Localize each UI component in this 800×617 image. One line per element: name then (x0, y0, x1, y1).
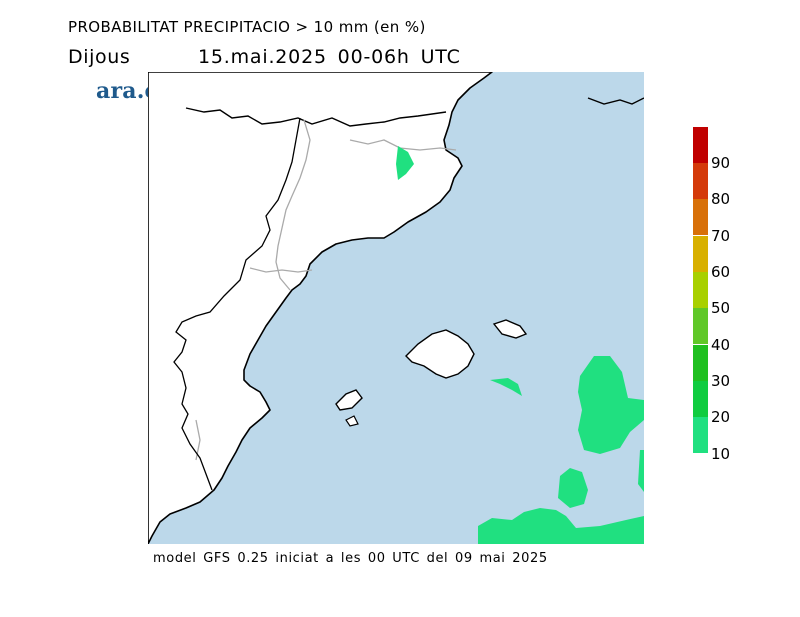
scale-label-80: 80 (711, 190, 731, 208)
menorca-island (492, 319, 528, 339)
scale-swatch-90 (693, 127, 708, 163)
western-boundary (173, 117, 301, 491)
scale-label-90: 90 (711, 154, 731, 172)
precip-10-20-areas (396, 146, 644, 544)
mainland-area (148, 72, 493, 544)
mallorca-island (405, 329, 475, 379)
northern-coastline (185, 107, 447, 127)
scale-label-40: 40 (711, 336, 731, 354)
scale-swatch-80 (693, 163, 708, 199)
scale-swatch-30 (693, 345, 708, 381)
scale-label-10: 10 (711, 445, 731, 463)
scale-swatch-40 (693, 308, 708, 344)
scale-swatch-70 (693, 199, 708, 235)
map-title: PROBABILITAT PRECIPITACIO > 10 mm (en %) (68, 18, 426, 36)
forecast-datetime: 15.mai.2025 00-06h UTC (198, 46, 461, 68)
forecast-day: Dijous (68, 46, 131, 68)
ibiza-island (335, 389, 363, 411)
scale-swatch-10 (693, 417, 708, 453)
scale-label-70: 70 (711, 227, 731, 245)
french-coast (587, 97, 644, 105)
scale-label-20: 20 (711, 408, 731, 426)
color-scale-bar (693, 127, 708, 453)
scale-swatch-20 (693, 381, 708, 417)
scale-label-30: 30 (711, 372, 731, 390)
scale-label-60: 60 (711, 263, 731, 281)
scale-swatch-60 (693, 236, 708, 272)
scale-label-50: 50 (711, 299, 731, 317)
formentera-island (345, 415, 359, 427)
scale-swatch-50 (693, 272, 708, 308)
model-info-footer: model GFS 0.25 iniciat a les 00 UTC del … (153, 551, 548, 566)
